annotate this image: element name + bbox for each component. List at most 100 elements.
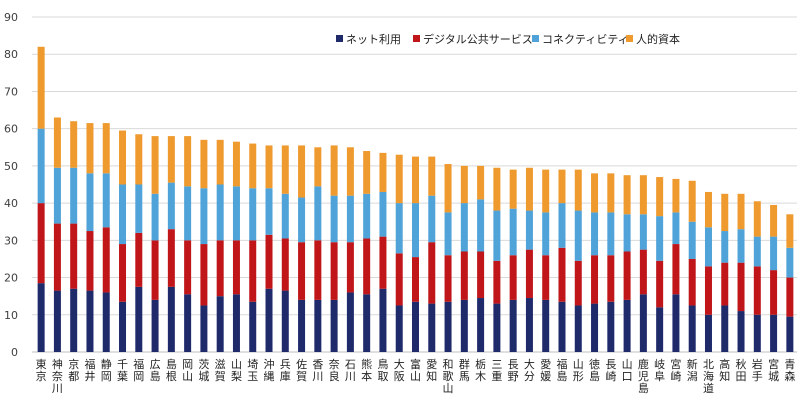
bar-segment-3 — [770, 204, 778, 237]
bar-segment-2 — [298, 197, 306, 243]
bar-segment-0 — [135, 286, 143, 352]
bar-segment-2 — [753, 236, 761, 267]
bar-segment-1 — [509, 255, 517, 300]
bar-segment-3 — [639, 175, 647, 215]
bar-segment-2 — [558, 203, 566, 248]
bar-segment-1 — [151, 240, 159, 300]
bar-segment-1 — [412, 257, 419, 302]
bar-segment-0 — [200, 305, 208, 352]
bar-segment-1 — [444, 255, 452, 302]
bar-segment-2 — [395, 203, 403, 254]
bar-segment-0 — [688, 305, 696, 352]
bar-segment-1 — [688, 258, 696, 306]
bar-segment-0 — [704, 314, 712, 352]
bar-segment-0 — [656, 307, 664, 352]
bar-segment-1 — [591, 255, 599, 304]
bar-segment-2 — [428, 195, 436, 243]
y-tick-label: 20 — [4, 272, 18, 285]
bar-segment-3 — [444, 164, 452, 213]
bar-segment-2 — [70, 167, 78, 224]
bar-segment-0 — [216, 296, 224, 352]
bar-segment-0 — [232, 294, 240, 352]
bar-segment-1 — [249, 240, 257, 302]
x-tick-label: 北海道 — [703, 358, 714, 395]
bar-segment-2 — [460, 203, 468, 252]
x-tick-label: 石川 — [345, 358, 356, 383]
x-tick-label: 鳥取 — [377, 357, 388, 383]
bar-segment-3 — [672, 178, 680, 213]
bar-segment-0 — [281, 290, 289, 352]
x-tick-label: 滋賀 — [215, 358, 226, 383]
x-tick-label: 岐阜 — [654, 358, 665, 383]
bars — [37, 46, 794, 352]
bar-segment-1 — [428, 242, 436, 304]
y-axis-ticks: 0 10 20 30 40 50 60 70 80 90 — [4, 11, 18, 359]
x-tick-label: 千葉 — [117, 358, 128, 383]
bar-segment-2 — [346, 195, 354, 243]
bar-segment-1 — [656, 260, 664, 308]
bar-segment-0 — [509, 299, 517, 352]
bar-segment-3 — [737, 193, 745, 230]
bar-segment-2 — [656, 216, 664, 261]
bar-segment-3 — [509, 169, 517, 209]
bar-segment-2 — [167, 182, 175, 230]
y-tick-label: 30 — [4, 234, 18, 247]
x-tick-label: 茨城 — [198, 357, 209, 383]
x-tick-label: 秋田 — [736, 357, 747, 383]
bar-segment-2 — [200, 188, 208, 245]
bar-segment-3 — [346, 147, 354, 196]
bar-segment-1 — [379, 236, 387, 289]
bar-segment-2 — [232, 186, 240, 241]
bar-segment-1 — [672, 244, 680, 295]
legend-swatch — [532, 35, 539, 42]
bar-segment-2 — [314, 186, 322, 241]
bar-segment-2 — [379, 191, 387, 237]
bar-segment-0 — [167, 286, 175, 352]
bar-segment-2 — [688, 221, 696, 259]
bar-segment-2 — [477, 199, 485, 252]
bar-segment-2 — [493, 210, 501, 261]
bar-segment-0 — [574, 305, 582, 352]
bar-segment-3 — [753, 201, 761, 237]
bar-segment-1 — [737, 262, 745, 312]
bar-segment-1 — [167, 229, 175, 287]
bar-segment-1 — [346, 242, 354, 293]
bar-segment-0 — [37, 283, 45, 352]
y-tick-label: 50 — [4, 160, 18, 173]
bar-segment-1 — [477, 251, 485, 299]
bar-segment-3 — [623, 175, 631, 215]
bar-segment-1 — [395, 253, 403, 306]
bar-segment-2 — [623, 214, 631, 252]
bar-segment-3 — [591, 173, 599, 213]
bar-segment-1 — [525, 249, 533, 299]
bar-segment-3 — [363, 151, 371, 194]
bar-segment-1 — [119, 244, 127, 302]
x-tick-label: 山形 — [573, 358, 584, 383]
bar-segment-2 — [737, 229, 745, 263]
bar-segment-2 — [151, 193, 159, 241]
x-tick-label: 群馬 — [459, 357, 470, 383]
bar-segment-1 — [53, 223, 61, 291]
y-tick-label: 80 — [4, 48, 18, 61]
x-tick-label: 山口 — [622, 358, 633, 383]
bar-segment-3 — [216, 139, 224, 185]
bar-segment-1 — [574, 260, 582, 306]
bar-segment-3 — [704, 191, 712, 228]
x-tick-label: 愛媛 — [540, 358, 551, 383]
bar-segment-3 — [135, 134, 143, 185]
bar-segment-1 — [37, 203, 45, 284]
bar-segment-0 — [363, 294, 371, 352]
bar-segment-1 — [704, 266, 712, 315]
legend-swatch — [626, 35, 633, 42]
x-tick-label: 和歌山 — [443, 358, 454, 395]
bar-segment-1 — [493, 260, 501, 304]
x-tick-label: 宮崎 — [670, 357, 681, 383]
bar-segment-3 — [298, 145, 306, 198]
bar-segment-1 — [70, 223, 78, 289]
x-tick-label: 愛知 — [426, 358, 437, 383]
bar-segment-0 — [395, 305, 403, 352]
bar-segment-3 — [249, 143, 257, 189]
bar-segment-0 — [607, 301, 615, 352]
bar-segment-2 — [509, 208, 517, 256]
bar-segment-2 — [721, 231, 729, 263]
